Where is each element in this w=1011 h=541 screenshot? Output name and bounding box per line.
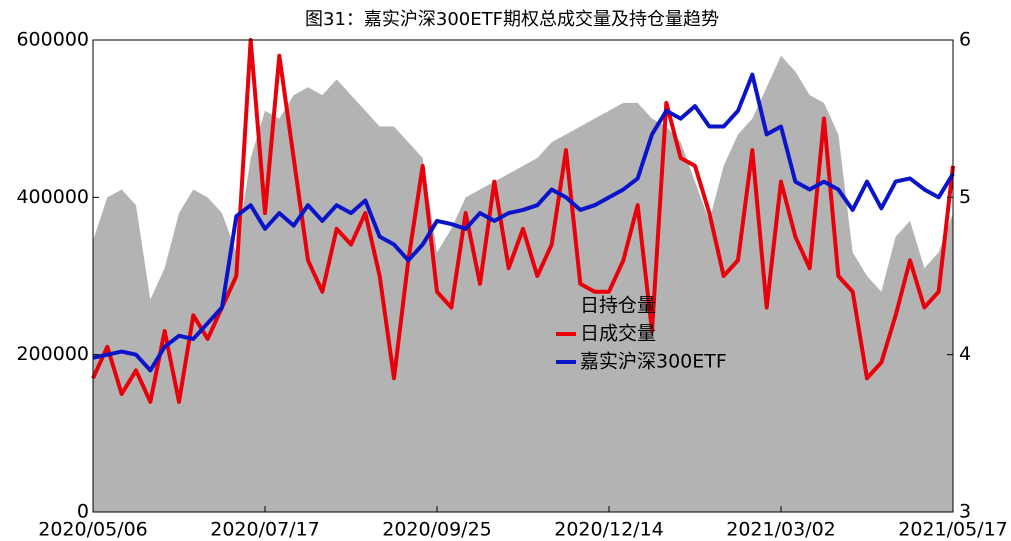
y2-tick-label: 3 <box>959 501 971 523</box>
y2-tick-label: 5 <box>959 186 971 208</box>
x-tick-label: 2020/05/06 <box>38 519 148 541</box>
legend-label: 嘉实沪深300ETF <box>580 351 727 373</box>
plot-frame <box>92 39 954 513</box>
legend-label: 日成交量 <box>580 323 656 345</box>
chart-title: 图31：嘉实沪深300ETF期权总成交量及持仓量趋势 <box>305 9 719 30</box>
line <box>92 72 955 373</box>
x-tick-label: 2020/12/14 <box>554 519 664 541</box>
x-tick-label: 2021/05/17 <box>898 519 1008 541</box>
y-tick-label: 600000 <box>16 29 89 51</box>
y-tick-label: 400000 <box>16 186 89 208</box>
y2-tick-label: 4 <box>959 343 971 365</box>
legend-swatch <box>556 300 576 312</box>
x-tick-label: 2020/07/17 <box>210 519 320 541</box>
legend-label: 日持仓量 <box>580 295 656 317</box>
x-tick-label: 2021/03/02 <box>726 519 836 541</box>
line <box>91 38 955 404</box>
y2-tick-label: 6 <box>959 29 971 51</box>
y-tick-label: 200000 <box>16 343 89 365</box>
area <box>93 55 953 512</box>
x-tick-label: 2020/09/25 <box>382 519 492 541</box>
y-tick-label: 0 <box>77 501 89 523</box>
